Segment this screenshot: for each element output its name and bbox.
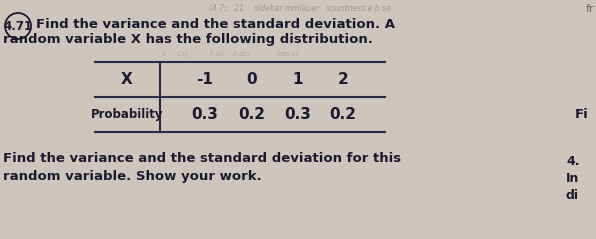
Text: -1: -1 (197, 72, 213, 87)
Text: 0.3: 0.3 (284, 107, 312, 122)
Text: 2: 2 (337, 72, 349, 87)
Text: Find the variance and the standard deviation for this: Find the variance and the standard devia… (3, 152, 401, 165)
Text: 4.: 4. (566, 155, 579, 168)
Text: Probability: Probability (91, 108, 163, 121)
Text: fr: fr (585, 4, 594, 14)
Text: random variable. Show your work.: random variable. Show your work. (3, 170, 262, 183)
Text: 1: 1 (293, 72, 303, 87)
Text: Find the variance and the standard deviation. A: Find the variance and the standard devia… (36, 18, 395, 31)
Text: 0: 0 (247, 72, 257, 87)
Text: X: X (121, 72, 133, 87)
Text: 4.71: 4.71 (4, 20, 33, 33)
Text: (4.7₂   21.   oldebar mmlauer   sountness e b se: (4.7₂ 21. oldebar mmlauer sountness e b … (209, 4, 391, 13)
Text: In: In (566, 172, 579, 185)
Text: 0.3: 0.3 (191, 107, 219, 122)
Text: di: di (566, 189, 579, 202)
Text: 0.2: 0.2 (330, 107, 356, 122)
Text: II     Ciy         3-sil    3-dcl            idel-ct: II Ciy 3-sil 3-dcl idel-ct (162, 51, 299, 57)
Text: random variable X has the following distribution.: random variable X has the following dist… (3, 33, 373, 46)
Text: 0.2: 0.2 (238, 107, 265, 122)
Text: Fi: Fi (575, 108, 589, 121)
